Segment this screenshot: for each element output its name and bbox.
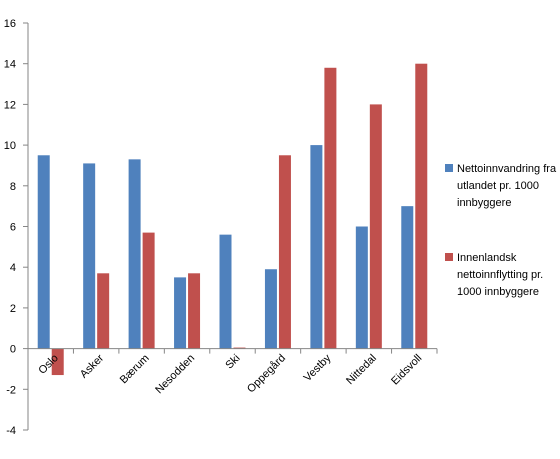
bar-nettoinnvandring-4 [219,234,232,349]
x-tick-label: Vestby [302,352,334,384]
bar-innenlandsk-3 [188,273,201,349]
y-tick-label: -4 [6,425,16,437]
y-tick-label: -2 [6,384,16,396]
bar-nettoinnvandring-6 [310,145,323,349]
y-tick-label: 10 [4,140,16,152]
bar-innenlandsk-4 [233,347,246,349]
bars [37,63,428,376]
x-tick-label: Bærum [118,352,152,386]
legend-2: Innenlandsk nettoinnflytting pr. 1000 in… [445,250,560,301]
bar-innenlandsk-2 [142,232,155,349]
bar-innenlandsk-1 [97,273,110,349]
bar-nettoinnvandring-1 [83,163,96,349]
y-tick-label: 14 [4,59,16,71]
legend: Nettoinnvandring fra utlandet pr. 1000 i… [445,161,560,212]
legend-swatch-series-2 [445,253,453,261]
y-tick-label: 0 [10,344,16,356]
legend-label-series-1: Nettoinnvandring fra utlandet pr. 1000 i… [457,163,557,209]
bar-nettoinnvandring-0 [37,155,50,349]
bar-innenlandsk-7 [369,104,382,349]
y-tick-label: 16 [4,18,16,30]
y-tick-label: 2 [10,303,16,315]
bar-nettoinnvandring-2 [128,159,141,349]
bar-nettoinnvandring-5 [264,269,277,349]
bar-nettoinnvandring-7 [355,226,368,349]
x-tick-label: Nesodden [153,352,197,396]
legend-swatch-series-1 [445,164,453,172]
bar-nettoinnvandring-3 [174,277,187,349]
y-tick-label: 8 [10,181,16,193]
legend-item-series-2: Innenlandsk nettoinnflytting pr. 1000 in… [445,250,560,301]
x-tick-label: Oppegård [245,352,288,395]
bar-nettoinnvandring-8 [401,206,414,349]
bar-innenlandsk-6 [324,67,337,349]
x-tick-label: Asker [78,352,107,381]
y-tick-label: 4 [10,262,16,274]
bar-innenlandsk-0 [51,348,64,376]
y-tick-label: 6 [10,222,16,234]
x-tick-label: Eidsvoll [389,352,424,387]
legend-item-series-1: Nettoinnvandring fra utlandet pr. 1000 i… [445,161,560,212]
y-tick-label: 12 [4,99,16,111]
bar-innenlandsk-5 [278,155,291,349]
x-tick-label: Ski [223,352,242,371]
x-tick-label: Nittedal [344,352,379,387]
bar-innenlandsk-8 [415,63,428,349]
legend-label-series-2: Innenlandsk nettoinnflytting pr. 1000 in… [457,252,544,298]
y-axis: 16 14 12 10 8 6 4 2 0 -2 -4 [4,18,29,437]
x-axis: Oslo Asker Bærum Nesodden Ski Oppegård Vestby N… [27,348,438,396]
